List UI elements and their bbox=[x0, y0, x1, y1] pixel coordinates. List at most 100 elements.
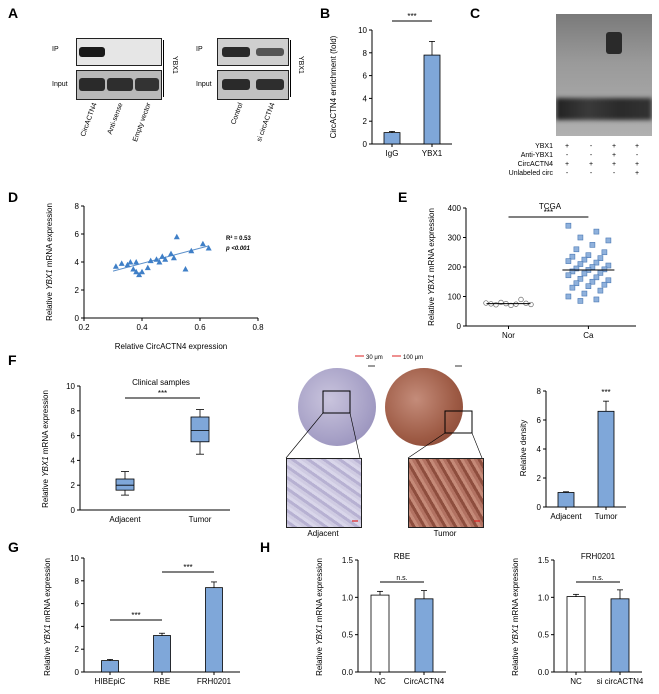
F2-y-tick-label-3: 6 bbox=[537, 416, 542, 425]
f1-box-0 bbox=[115, 478, 135, 491]
B-y-tick-label-3: 6 bbox=[363, 72, 368, 81]
f1-y-axis-title: Relative YBX1 mRNA expression bbox=[41, 390, 50, 508]
F2-y-tick-label-1: 2 bbox=[537, 474, 542, 483]
F2-y-tick-label-2: 4 bbox=[537, 445, 542, 454]
e-sig-label: *** bbox=[544, 208, 553, 217]
d-p-label: p <0.001 bbox=[225, 246, 251, 252]
blot2-input-band-2 bbox=[256, 79, 284, 90]
panel-label-h: H bbox=[260, 539, 271, 555]
e-y-tick-label-2: 200 bbox=[448, 263, 462, 272]
panel-label-d: D bbox=[8, 189, 19, 205]
c-sign-3-0: - bbox=[566, 170, 569, 177]
ihc-adjacent-zoom-line-1 bbox=[285, 412, 324, 459]
d-x-tick-label-3: 0.8 bbox=[252, 323, 264, 332]
H1-x-label-0: NC bbox=[374, 677, 386, 686]
emsa-gel bbox=[556, 14, 652, 136]
f1-sig-label: *** bbox=[158, 389, 167, 398]
e-x-label-1: Ca bbox=[583, 331, 594, 340]
e-y-tick-label-3: 300 bbox=[448, 234, 462, 243]
e-x-label-0: Nor bbox=[502, 331, 515, 340]
g-sig2-label: *** bbox=[183, 563, 192, 572]
h1-sig-label: n.s. bbox=[396, 575, 407, 582]
d-y-tick-label-1: 2 bbox=[75, 286, 80, 295]
e-ca-point-24 bbox=[577, 275, 584, 282]
G-y-tick-label-4: 8 bbox=[75, 577, 80, 586]
f1-y-tick-label-2: 4 bbox=[71, 456, 76, 465]
d-point-17 bbox=[173, 233, 180, 240]
e-ca-point-1 bbox=[593, 228, 600, 235]
G-x-label-2: FRH0201 bbox=[197, 677, 232, 686]
d-point-14 bbox=[162, 256, 169, 262]
ihc-tumor-inset bbox=[444, 410, 473, 434]
c-sign-0-3: + bbox=[635, 143, 639, 150]
f2-sig-label: *** bbox=[601, 388, 610, 397]
ihc-tumor-zoom-line-2 bbox=[471, 432, 483, 459]
ihc-adjacent-label: Adjacent bbox=[307, 529, 339, 538]
B-x-label-0: IgG bbox=[386, 149, 399, 158]
e-ca-point-13 bbox=[577, 261, 584, 267]
H2-x-label-1: si circACTN4 bbox=[597, 677, 644, 686]
e-ca-point-17 bbox=[601, 266, 608, 273]
d-point-2 bbox=[124, 261, 131, 268]
B-x-label-1: YBX1 bbox=[422, 149, 443, 158]
d-y-axis-title: Relative YBX1 mRNA expression bbox=[45, 203, 54, 321]
e-title: TCGA bbox=[539, 202, 562, 211]
d-point-13 bbox=[159, 253, 166, 259]
d-point-9 bbox=[144, 264, 151, 271]
emsa-free-probe bbox=[556, 98, 652, 120]
B-bar-1 bbox=[423, 54, 441, 145]
H2-y-tick-label-0: 0.0 bbox=[538, 668, 550, 677]
panel-label-b: B bbox=[320, 5, 331, 21]
e-ca-point-6 bbox=[601, 249, 608, 256]
e-ca-point-9 bbox=[597, 255, 604, 261]
ihc-tumor-zoom bbox=[408, 458, 484, 528]
e-y-axis-title: Relative YBX1 mRNA expression bbox=[427, 208, 436, 326]
d-point-7 bbox=[136, 271, 143, 278]
e-y-tick-label-4: 400 bbox=[448, 204, 462, 213]
h2-y-axis-title: Relative YBX1 mRNA expression bbox=[511, 558, 520, 676]
H2-y-tick-label-2: 1.0 bbox=[538, 593, 550, 602]
panel-label-a: A bbox=[8, 5, 19, 21]
e-ca-point-22 bbox=[565, 272, 572, 279]
e-ca-point-28 bbox=[601, 281, 608, 288]
c-sign-0-2: + bbox=[612, 143, 616, 150]
d-point-10 bbox=[147, 257, 154, 264]
H1-bar-1 bbox=[414, 598, 434, 673]
G-bar-0 bbox=[101, 660, 119, 673]
d-point-20 bbox=[199, 240, 206, 247]
e-ca-point-7 bbox=[585, 252, 592, 258]
B-y-tick-label-0: 0 bbox=[363, 140, 368, 149]
panel-label-g: G bbox=[8, 539, 19, 555]
d-y-tick-label-2: 4 bbox=[75, 258, 80, 267]
c-sign-2-1: + bbox=[589, 161, 593, 168]
d-point-4 bbox=[130, 266, 137, 272]
h1-title: RBE bbox=[394, 552, 410, 561]
H1-bar-0 bbox=[370, 594, 390, 673]
ihc-adjacent-zoom bbox=[286, 458, 362, 528]
f2-y-axis-title: Relative density bbox=[519, 420, 528, 476]
ihc-adjacent-zoom-line-2 bbox=[349, 412, 361, 459]
e-ca-point-4 bbox=[589, 242, 596, 248]
e-ca-point-19 bbox=[569, 268, 576, 275]
ihc-tumor-zoom-line-1 bbox=[407, 432, 446, 459]
e-ca-point-33 bbox=[565, 293, 572, 300]
d-point-21 bbox=[205, 245, 212, 251]
e-ca-point-35 bbox=[577, 298, 584, 304]
B-y-tick-label-1: 2 bbox=[363, 117, 368, 126]
G-y-tick-label-2: 4 bbox=[75, 622, 80, 631]
e-ca-point-29 bbox=[585, 283, 592, 289]
c-sign-0-0: + bbox=[565, 143, 569, 150]
F2-x-label-1: Tumor bbox=[595, 512, 618, 521]
f1-y-tick-label-1: 2 bbox=[71, 481, 76, 490]
f1-title: Clinical samples bbox=[132, 378, 190, 387]
c-sign-3-2: - bbox=[613, 170, 616, 177]
e-ca-point-34 bbox=[593, 296, 600, 303]
d-point-5 bbox=[133, 259, 140, 265]
e-ca-point-30 bbox=[569, 284, 576, 291]
b-y-axis-title: CircACTN4 enrichment (fold) bbox=[329, 35, 338, 138]
h2-title: FRH0201 bbox=[581, 552, 616, 561]
d-x-tick-label-1: 0.4 bbox=[136, 323, 148, 332]
c-sign-1-0: - bbox=[566, 152, 569, 159]
blot1-input-band-1 bbox=[79, 78, 105, 91]
